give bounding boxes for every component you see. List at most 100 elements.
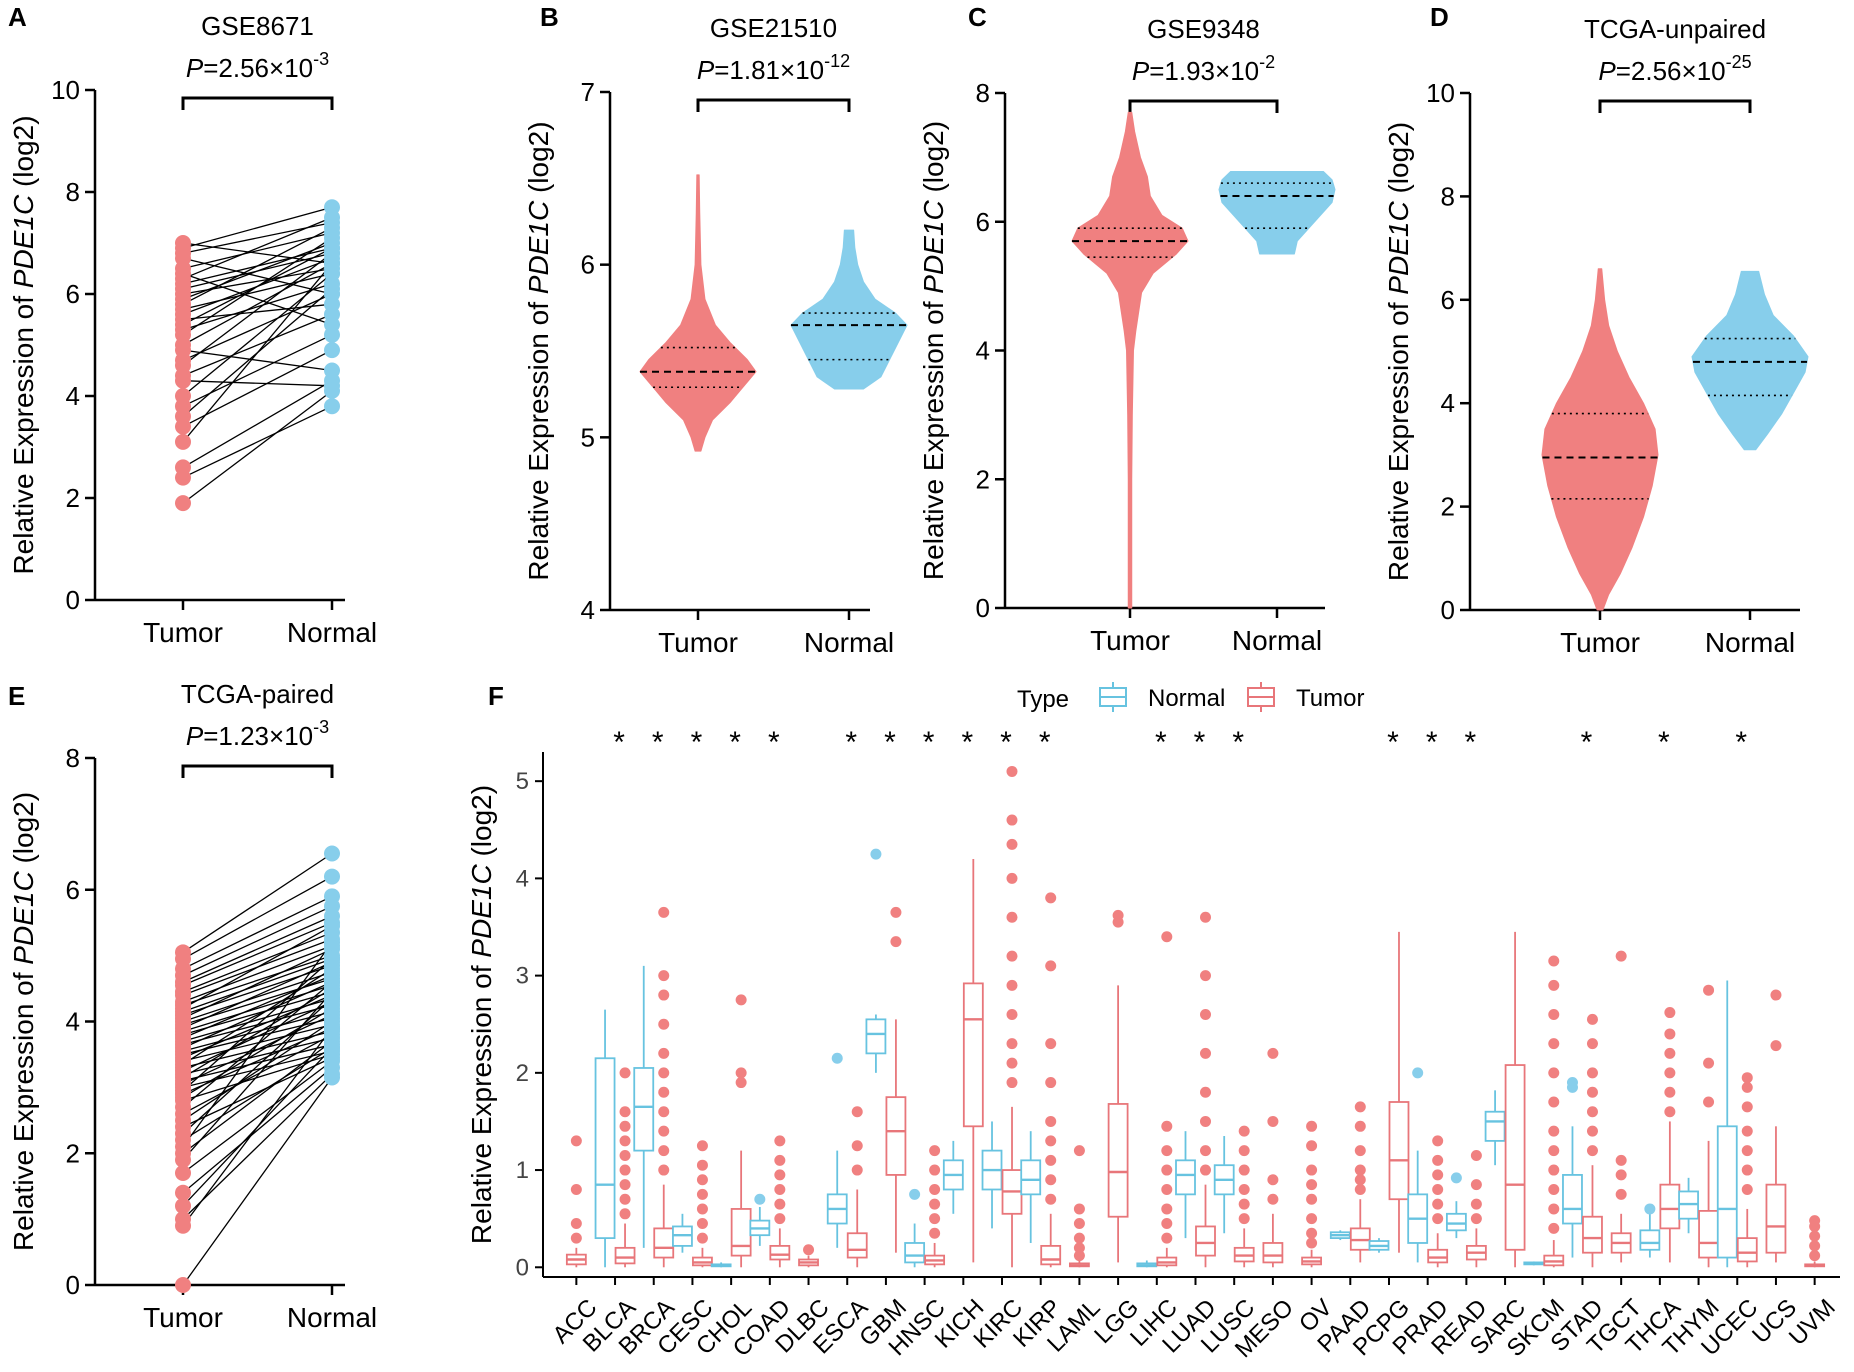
- box-pcpg-normal: [1368, 1238, 1390, 1253]
- y-tick-label: 6: [66, 875, 80, 905]
- pair-line: [182, 272, 333, 326]
- pair-line: [182, 1040, 333, 1154]
- tumor-point: [175, 469, 191, 486]
- box-iqr: [1736, 1237, 1758, 1263]
- pair-line: [182, 405, 333, 479]
- outlier-point: [1770, 989, 1782, 1001]
- outlier-point: [929, 1227, 941, 1239]
- p-value-prefix: P: [1598, 56, 1616, 86]
- outlier-point: [696, 1188, 708, 1200]
- x-tick-label: Tumor: [1090, 625, 1170, 656]
- outlier-point: [1006, 911, 1018, 923]
- pair-line: [182, 925, 333, 1009]
- outlier-point: [1586, 1106, 1598, 1118]
- outlier-point: [754, 1193, 766, 1205]
- outlier-point: [1644, 1203, 1656, 1215]
- pair-line: [182, 1053, 333, 1102]
- outlier-point: [851, 1164, 863, 1176]
- outlier-point: [1161, 1218, 1173, 1230]
- outlier-point: [1548, 1184, 1560, 1195]
- significance-star: *: [691, 726, 703, 759]
- pair-line: [182, 955, 333, 1006]
- box-kirp-normal: [1020, 1131, 1042, 1243]
- outlier-point: [1006, 1009, 1018, 1020]
- box-sarc-normal: [1484, 1090, 1506, 1166]
- outlier-point: [1354, 1120, 1366, 1132]
- outlier-point: [870, 848, 882, 860]
- panel-title: GSE21510: [710, 13, 837, 43]
- outlier-point: [1586, 1067, 1598, 1079]
- outlier-point: [929, 1184, 941, 1195]
- x-tick-label: Tumor: [658, 627, 738, 658]
- panel-letter: E: [8, 681, 25, 711]
- outlier-point: [1741, 1164, 1753, 1176]
- outlier-point: [929, 1145, 941, 1157]
- p-value-mantissa: =1.93×10: [1149, 56, 1259, 86]
- outlier-point: [1741, 1125, 1753, 1137]
- significance-star: *: [845, 726, 857, 759]
- outlier-point: [658, 989, 670, 1001]
- box-chol-tumor: [730, 994, 752, 1268]
- outlier-point: [1238, 1125, 1250, 1137]
- outlier-point: [658, 1086, 670, 1098]
- outlier-point: [909, 1188, 921, 1200]
- p-value-mantissa: =1.23×10: [203, 721, 313, 751]
- outlier-point: [1354, 1164, 1366, 1176]
- box-thym-tumor: [1698, 984, 1719, 1268]
- pair-line: [182, 945, 333, 1003]
- significance-bracket: [696, 98, 851, 112]
- significance-star: *: [1735, 726, 1747, 759]
- y-axis-label: Relative Expression of PDE1C (log2): [918, 121, 949, 580]
- outlier-point: [1548, 1096, 1560, 1108]
- outlier-point: [735, 994, 747, 1006]
- box-kich-tumor: [962, 858, 984, 1263]
- box-iqr: [865, 1018, 887, 1055]
- outlier-point: [658, 1145, 670, 1157]
- outlier-point: [1548, 1125, 1560, 1137]
- normal-point: [324, 255, 340, 272]
- pair-line: [182, 1067, 333, 1194]
- outlier-point: [619, 1179, 631, 1191]
- p-value: P=1.93×10-2: [1132, 52, 1275, 86]
- outlier-point: [1470, 1198, 1482, 1210]
- outlier-point: [1267, 1174, 1279, 1186]
- outlier-point: [1073, 1218, 1085, 1230]
- box-iqr: [1582, 1215, 1603, 1254]
- x-tick-label: Tumor: [143, 617, 223, 648]
- outlier-point: [1741, 1101, 1753, 1113]
- outlier-point: [774, 1184, 786, 1195]
- pair-line: [182, 905, 333, 976]
- outlier-point: [619, 1106, 631, 1118]
- box-esca-normal: [826, 1052, 848, 1248]
- outlier-point: [1045, 1115, 1057, 1127]
- pair-line: [182, 380, 333, 468]
- box-thca-tumor: [1659, 1007, 1681, 1263]
- normal-point: [324, 1020, 340, 1037]
- outlier-point: [658, 1164, 670, 1176]
- outlier-point: [696, 1232, 708, 1244]
- y-tick-label: 2: [1441, 492, 1455, 522]
- box-skcm-normal: [1523, 1261, 1545, 1266]
- box-iqr: [1639, 1229, 1661, 1251]
- normal-point: [324, 326, 340, 343]
- pair-line: [182, 958, 333, 1092]
- box-iqr: [1716, 1125, 1738, 1259]
- y-tick-label: 2: [66, 483, 80, 513]
- outlier-point: [1354, 1145, 1366, 1157]
- box-dlbc-tumor: [798, 1244, 819, 1268]
- outlier-point: [1664, 1028, 1676, 1040]
- outlier-point: [1200, 1164, 1211, 1176]
- box-iqr: [1765, 1183, 1787, 1254]
- outlier-point: [774, 1198, 786, 1210]
- normal-point: [324, 950, 340, 967]
- significance-star: *: [613, 726, 625, 759]
- pair-line: [182, 915, 333, 983]
- pair-line: [182, 1001, 333, 1072]
- box-iqr: [730, 1208, 752, 1257]
- box-meso-tumor: [1262, 1047, 1284, 1268]
- outlier-point: [570, 1218, 582, 1230]
- outlier-point: [696, 1159, 708, 1171]
- box-lihc-normal: [1136, 1260, 1158, 1268]
- outlier-point: [1741, 1072, 1753, 1084]
- outlier-point: [1238, 1145, 1250, 1157]
